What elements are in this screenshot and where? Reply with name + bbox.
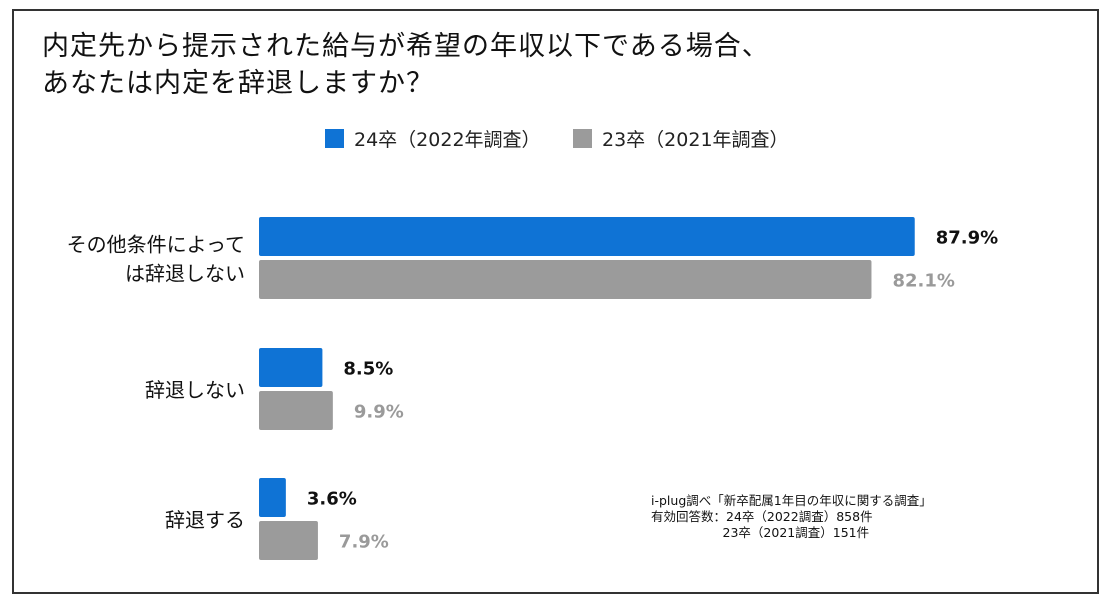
legend: 24卒（2022年調査） 23卒（2021年調査） [0,123,1114,153]
category-label-3: 辞退する [165,508,245,532]
data-label-2-series-2: 9.9% [354,402,404,423]
legend-swatch-series-2 [573,128,592,148]
category-label-1-line-1: その他条件によって [67,233,245,257]
data-label-3-series-1: 3.6% [307,489,357,510]
bar-1-series-2 [259,260,872,299]
bar-3-series-1 [259,478,286,517]
chart-title: 内定先から提示された給与が希望の年収以下である場合、 あなたは内定を辞退しますか… [42,28,770,102]
source-line-2: 有効回答数：24卒（2022調査）858件 [651,509,873,524]
bar-2-series-1 [259,348,323,387]
legend-swatch-series-1 [325,128,344,148]
data-label-1-series-2: 82.1% [892,271,954,292]
category-label-1-line-2: は辞退しない [125,262,245,286]
bar-2-series-2 [259,391,333,430]
title-line-2: あなたは内定を辞退しますか？ [42,68,434,99]
legend-label-series-1: 24卒（2022年調査） [354,128,541,151]
category-label-2: 辞退しない [145,378,245,402]
bar-3-series-2 [259,521,318,560]
title-line-1: 内定先から提示された給与が希望の年収以下である場合、 [42,31,770,62]
data-label-2-series-1: 8.5% [343,359,393,380]
legend-item-series-1: 24卒（2022年調査） [325,123,541,153]
legend-label-series-2: 23卒（2021年調査） [602,128,789,151]
data-label-3-series-2: 7.9% [339,532,389,553]
chart-frame [12,9,1099,594]
data-label-1-series-1: 87.9% [936,228,998,249]
source-line-1: i-plug調べ「新卒配属1年目の年収に関する調査」 [651,493,932,508]
bar-1-series-1 [259,217,915,256]
source-line-3: 23卒（2021調査）151件 [651,525,870,540]
source-note: i-plug調べ「新卒配属1年目の年収に関する調査」 有効回答数：24卒（202… [651,493,932,541]
legend-item-series-2: 23卒（2021年調査） [573,123,789,153]
